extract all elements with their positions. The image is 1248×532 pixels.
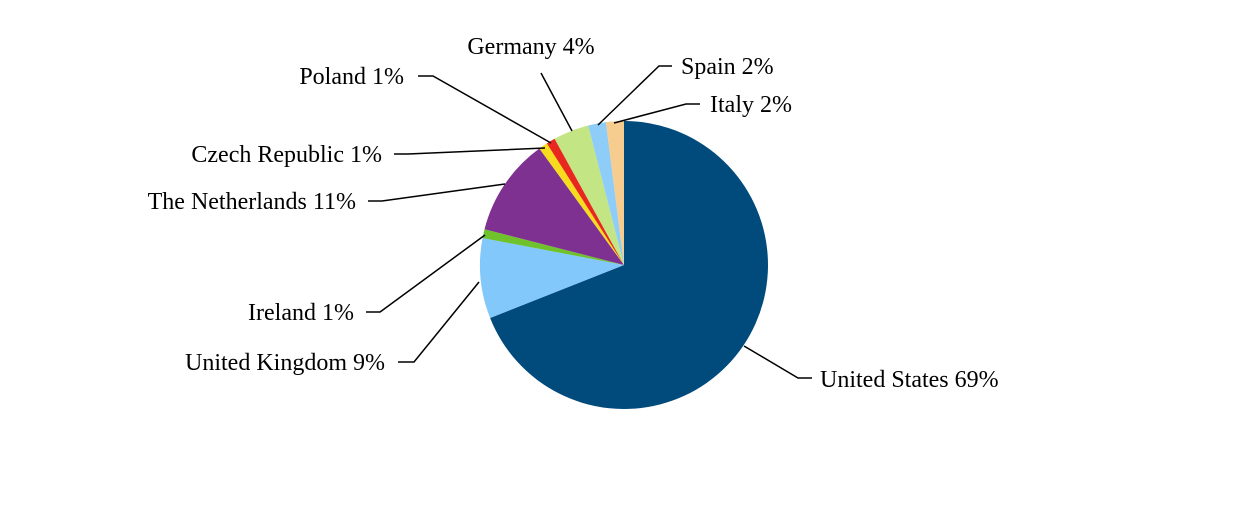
leader-line-spain <box>597 65 672 126</box>
slice-label-czech-republic: Czech Republic 1% <box>191 142 382 168</box>
slice-label-poland: Poland 1% <box>299 64 404 90</box>
slice-label-spain: Spain 2% <box>681 54 774 80</box>
pie-slices <box>480 121 768 410</box>
slice-labels: United States 69% United Kingdom 9% Irelan… <box>148 34 999 393</box>
leader-line-united-states <box>743 345 812 379</box>
leader-line-italy <box>613 103 700 124</box>
leader-line-poland <box>418 75 552 144</box>
pie-slice-poland <box>546 138 624 265</box>
leader-line-ireland <box>366 234 486 313</box>
pie-slice-the-netherlands <box>484 148 624 265</box>
pie-slice-united-kingdom <box>480 238 624 319</box>
slice-label-united-kingdom: United Kingdom 9% <box>185 350 385 376</box>
slice-label-ireland: Ireland 1% <box>248 300 354 326</box>
pie-slice-spain <box>588 122 624 265</box>
leader-line-the-netherlands <box>368 183 506 202</box>
slice-label-the-netherlands: The Netherlands 11% <box>148 189 356 215</box>
leader-line-czech-republic <box>394 147 546 155</box>
slice-label-italy: Italy 2% <box>710 92 792 118</box>
slice-label-germany: Germany 4% <box>467 34 594 60</box>
slice-label-united-states: United States 69% <box>820 367 999 393</box>
pie-slice-germany <box>554 125 624 266</box>
pie-slice-italy <box>605 121 624 265</box>
leader-line-united-kingdom <box>398 281 480 363</box>
leader-line-germany <box>540 72 573 132</box>
pie-slice-czech-republic <box>539 143 624 265</box>
leader-lines <box>366 65 812 379</box>
pie-slice-ireland <box>482 229 624 265</box>
pie-slice-united-states <box>490 121 768 410</box>
